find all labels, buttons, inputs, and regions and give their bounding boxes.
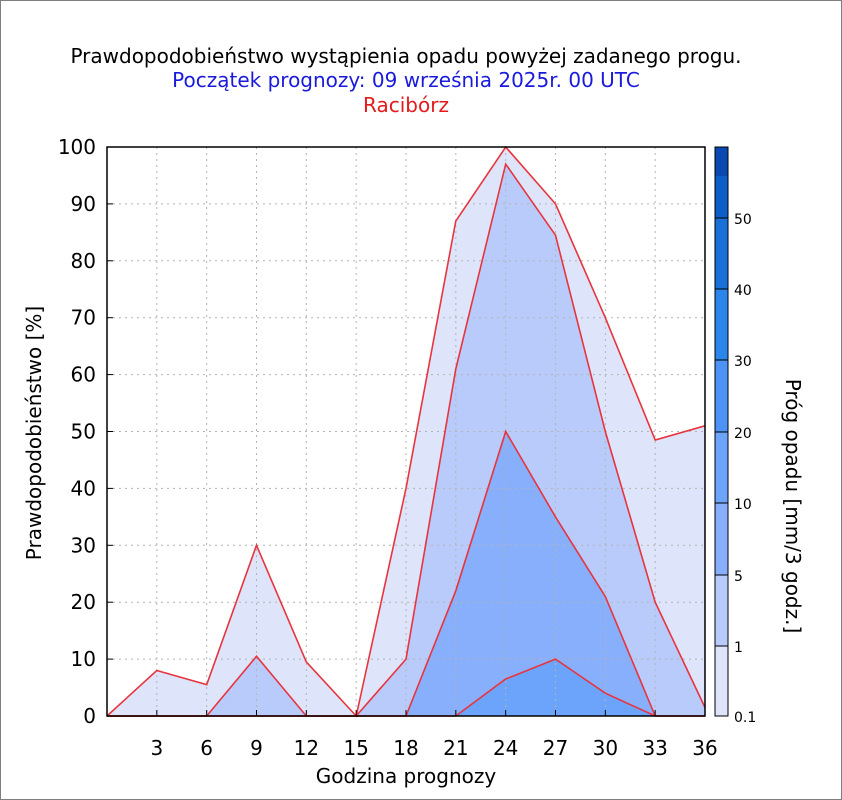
chart-location: Racibórz	[363, 93, 449, 117]
y-tick-label-7: 70	[71, 306, 96, 330]
x-tick-label-2: 9	[250, 736, 263, 760]
plot-area: 3 6 9 12 15 18 21 24 27 30 33 36 010203040506070809…	[58, 135, 718, 760]
series-area-2	[107, 431, 705, 716]
y-tick-label-10: 100	[58, 135, 96, 159]
colorbar: 0.1 1 5 10 20 30 40 50	[714, 146, 756, 726]
colorbar-tick-label-0: 0.1	[734, 710, 756, 726]
x-tick-label-5: 18	[393, 736, 418, 760]
y-tick-label-6: 60	[71, 363, 96, 387]
colorbar-band-5	[715, 289, 728, 360]
x-tick-label-1: 6	[200, 736, 213, 760]
colorbar-band-4	[715, 360, 728, 432]
x-axis-label: Godzina prognozy	[316, 764, 497, 788]
colorbar-tick-label-7: 50	[734, 212, 752, 228]
y-tick-label-4: 40	[71, 476, 96, 500]
x-tick-label-11: 36	[692, 736, 717, 760]
chart-title: Prawdopodobieństwo wystąpienia opadu pow…	[70, 44, 741, 68]
colorbar-bands	[715, 147, 728, 716]
y-tick-label-5: 50	[71, 420, 96, 444]
colorbar-band-7	[715, 176, 728, 218]
colorbar-tick-label-2: 5	[734, 569, 743, 585]
y-tick-label-8: 80	[71, 249, 96, 273]
colorbar-tick-label-3: 10	[734, 497, 752, 513]
x-tick-label-8: 27	[543, 736, 568, 760]
y-tick-label-2: 20	[71, 590, 96, 614]
colorbar-band-8	[715, 147, 728, 176]
series-area-3	[107, 659, 705, 716]
y-tick-label-3: 30	[71, 533, 96, 557]
series-line-0	[106, 145, 706, 718]
x-tick-label-10: 33	[642, 736, 667, 760]
colorbar-band-1	[715, 575, 728, 646]
x-tick-label-6: 21	[443, 736, 468, 760]
colorbar-tick-label-6: 40	[734, 283, 752, 299]
x-axis-ticks: 3 6 9 12 15 18 21 24 27 30 33 36	[150, 710, 718, 760]
colorbar-band-3	[715, 432, 728, 503]
colorbar-band-0	[715, 646, 728, 716]
colorbar-tick-label-1: 1	[734, 640, 743, 656]
colorbar-label: Próg opadu [mm/3 godz.]	[781, 379, 805, 634]
y-tick-label-9: 90	[71, 192, 96, 216]
x-tick-label-4: 15	[343, 736, 368, 760]
y-axis-label: Prawdopodobieństwo [%]	[22, 306, 46, 560]
y-tick-label-0: 0	[83, 704, 96, 728]
colorbar-ticks: 0.1 1 5 10 20 30 40 50	[715, 212, 756, 726]
colorbar-tick-label-4: 20	[734, 426, 752, 442]
colorbar-band-6	[715, 218, 728, 289]
x-tick-label-9: 30	[593, 736, 618, 760]
x-tick-label-3: 12	[294, 736, 319, 760]
colorbar-band-2	[715, 503, 728, 575]
x-tick-label-7: 24	[493, 736, 518, 760]
chart-subtitle: Początek prognozy: 09 września 2025r. 00…	[172, 68, 640, 92]
y-tick-label-1: 10	[71, 647, 96, 671]
x-tick-label-0: 3	[150, 736, 163, 760]
y-axis-ticks: 0 10 20 30 40 50 60 70 80 90 100	[58, 135, 113, 728]
colorbar-tick-label-5: 30	[734, 354, 752, 370]
